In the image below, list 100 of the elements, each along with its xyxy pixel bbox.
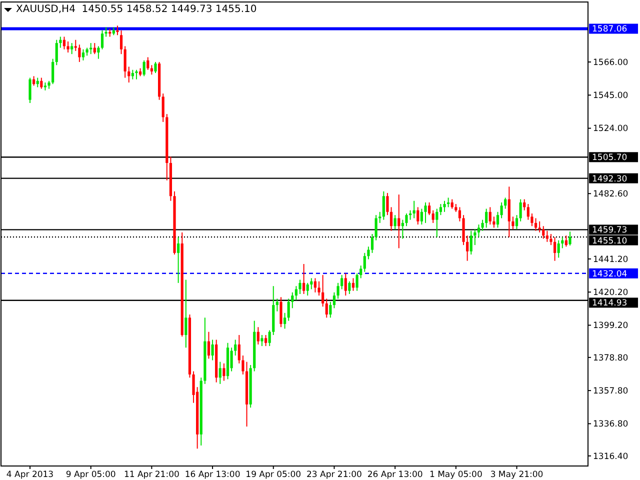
candlestick — [523, 198, 526, 211]
candlestick — [546, 230, 548, 242]
y-tick-label: 1336.80 — [593, 420, 628, 430]
y-tick-label: 1441.20 — [593, 254, 628, 265]
ref-line-label: 1432.04 — [592, 269, 628, 280]
candlestick — [207, 331, 210, 360]
candlestick — [412, 200, 416, 219]
x-tick-label: 4 Apr 2013 — [6, 470, 54, 480]
y-tick-label: 1524.00 — [593, 124, 628, 134]
y-tick-label: 1357.80 — [593, 386, 628, 397]
candlestick — [162, 93, 164, 122]
x-tick-label: 26 Apr 13:00 — [367, 470, 423, 480]
candlestick — [564, 235, 568, 248]
candlestick — [280, 296, 282, 328]
candlestick — [177, 236, 180, 284]
candlestick — [268, 330, 271, 347]
candlestick — [287, 298, 290, 322]
candlestick — [370, 234, 374, 254]
candlestick — [432, 210, 434, 224]
candlestick — [325, 298, 328, 318]
candlestick — [492, 216, 496, 228]
candlestick — [318, 280, 320, 296]
candlestick — [52, 58, 54, 85]
candlestick — [291, 292, 294, 309]
candlestick — [306, 282, 309, 296]
candlestick — [398, 194, 400, 249]
x-tick-label: 3 May 21:00 — [490, 470, 544, 480]
candlestick — [28, 77, 32, 104]
candlestick — [477, 224, 480, 238]
candlestick — [386, 192, 389, 216]
candlestick — [150, 64, 153, 76]
y-tick-label: 1316.40 — [593, 452, 628, 462]
candlestick — [439, 204, 442, 216]
x-tick-label: 11 Apr 21:00 — [124, 470, 180, 480]
candlestick — [360, 265, 362, 279]
candlestick — [124, 46, 126, 78]
candlestick — [447, 197, 450, 208]
candlestick — [294, 286, 298, 301]
candlestick — [508, 186, 510, 238]
candlestick — [436, 208, 438, 238]
candlestick — [100, 30, 104, 50]
candlestick — [184, 279, 188, 348]
x-tick-label: 1 May 05:00 — [429, 470, 482, 480]
candlestick — [363, 252, 366, 272]
x-tick-label: 9 Apr 05:00 — [66, 470, 116, 480]
ref-line-label: 1587.06 — [592, 24, 628, 35]
candlestick — [557, 240, 560, 258]
candlestick — [550, 234, 552, 246]
candlestick — [230, 347, 233, 372]
candlestick — [298, 279, 302, 294]
ref-line-label: 1455.10 — [592, 236, 628, 246]
y-tick-label: 1420.20 — [593, 288, 628, 298]
candlestick — [450, 198, 454, 210]
candlestick — [314, 278, 317, 293]
candlestick — [519, 198, 522, 222]
y-tick-label: 1566.00 — [593, 58, 628, 68]
candlestick — [374, 214, 378, 241]
x-tick-label: 16 Apr 13:00 — [184, 470, 240, 480]
candlestick — [401, 219, 404, 240]
candlestick — [481, 219, 484, 232]
candlestick — [146, 56, 150, 70]
candlestick — [302, 263, 306, 294]
candlestick — [104, 26, 108, 38]
candlestick — [154, 61, 157, 74]
candlestick — [242, 355, 244, 375]
candlestick — [66, 40, 70, 54]
y-tick-label: 1399.20 — [593, 321, 628, 332]
chart-title: XAUUSD,H4 1450.55 1458.52 1449.73 1455.10 — [16, 4, 257, 15]
candlestick — [378, 211, 382, 224]
candlestick — [40, 77, 43, 90]
candlestick — [332, 292, 336, 309]
y-tick-label: 1378.80 — [593, 353, 628, 364]
candlestick — [530, 212, 534, 227]
candlestick — [97, 46, 100, 60]
candlestick — [356, 272, 358, 292]
candlestick — [276, 298, 278, 312]
candlestick — [218, 361, 222, 384]
candlestick — [367, 246, 370, 260]
candlestick — [55, 39, 58, 66]
candlestick — [526, 204, 530, 220]
candlestick — [59, 36, 62, 48]
candlestick — [512, 216, 514, 230]
candlestick — [322, 274, 324, 308]
candlestick — [128, 66, 130, 83]
candlestick — [424, 202, 427, 224]
candlestick — [36, 77, 39, 88]
candlestick — [485, 208, 488, 228]
ref-line-label: 1492.30 — [592, 174, 628, 184]
candlestick — [131, 69, 134, 80]
ref-line-label: 1459.73 — [592, 226, 628, 236]
candlestick — [260, 334, 264, 347]
candlestick — [340, 274, 344, 290]
candlestick — [329, 301, 332, 318]
candlestick — [542, 226, 545, 240]
candlestick — [336, 282, 340, 300]
y-tick-label: 1545.00 — [593, 91, 628, 102]
candlestick — [238, 334, 240, 364]
candlestick — [234, 339, 237, 356]
candlestick — [500, 202, 503, 219]
candlestick — [462, 214, 465, 246]
